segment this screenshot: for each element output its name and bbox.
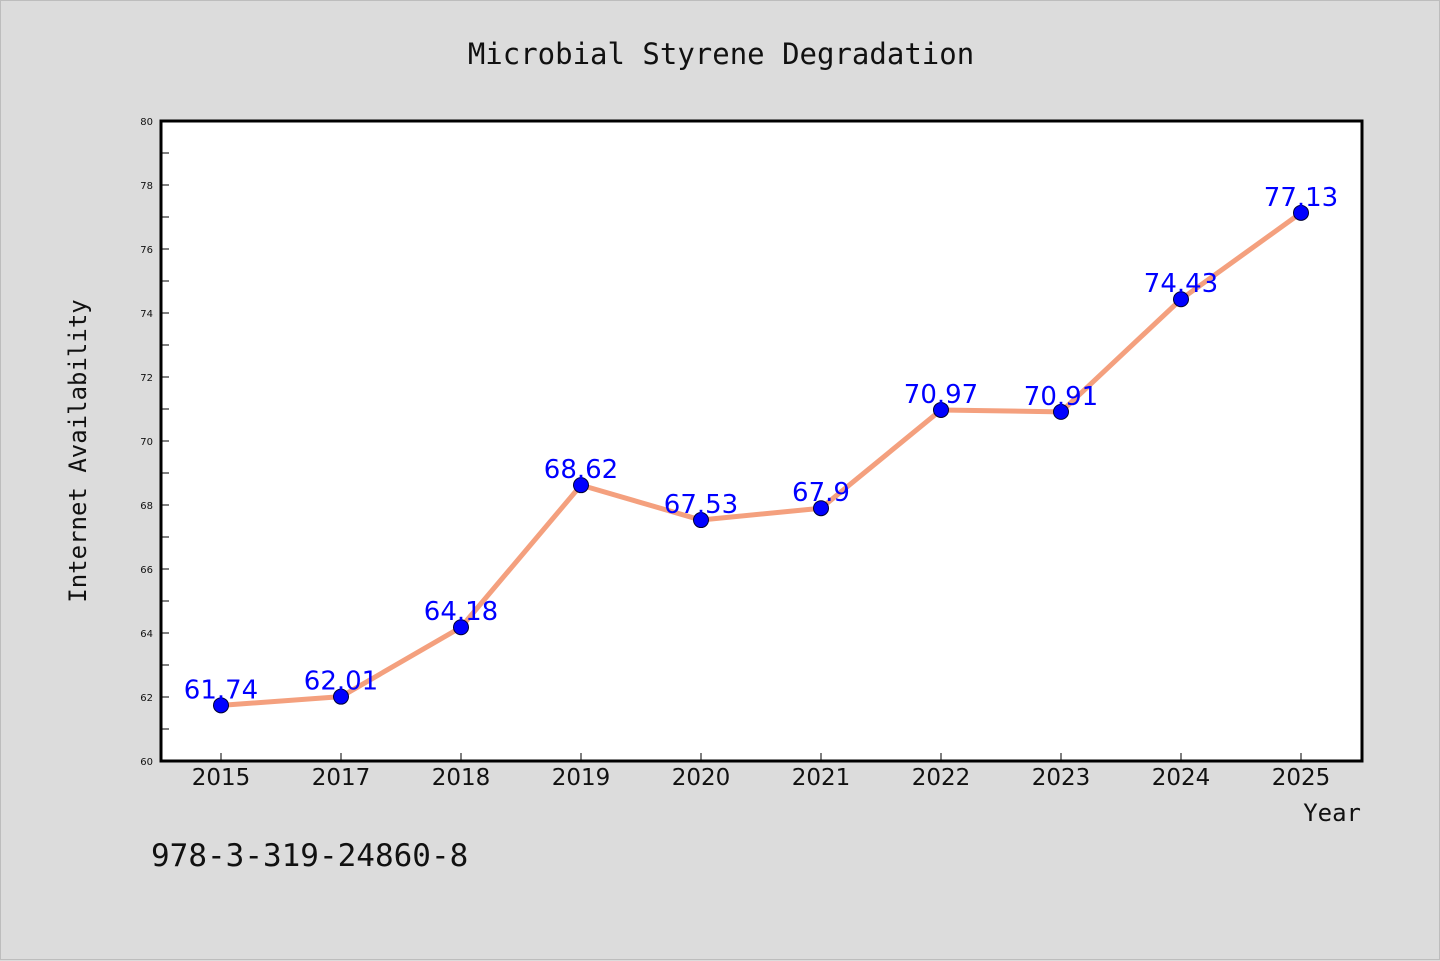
x-tick-label: 2025: [1272, 765, 1331, 791]
y-tick-label: 60: [140, 757, 153, 768]
y-axis-label: Internet Availability: [64, 299, 92, 602]
y-tick-label: 70: [140, 437, 153, 448]
chart-title: Microbial Styrene Degradation: [468, 37, 974, 71]
data-label: 70.97: [904, 380, 978, 410]
y-tick-label: 80: [140, 117, 153, 128]
y-tick-label: 76: [140, 245, 153, 256]
x-axis: 2015 2017 2018 2019 2020 2021 2022 2023 2024 2025: [192, 753, 1331, 791]
x-tick-label: 2017: [312, 765, 371, 791]
data-points: [213, 204, 1309, 714]
data-point: [453, 619, 469, 636]
x-tick-label: 2023: [1032, 765, 1091, 791]
data-label: 77.13: [1264, 183, 1338, 213]
y-tick-label: 66: [140, 565, 153, 576]
data-point: [333, 688, 349, 705]
y-tick-label: 72: [140, 373, 153, 384]
y-tick-label: 78: [140, 181, 153, 192]
x-tick-label: 2015: [192, 765, 251, 791]
data-label: 68.62: [544, 455, 618, 485]
data-label: 61.74: [184, 675, 258, 705]
data-point: [213, 697, 229, 714]
y-tick-label: 68: [140, 501, 153, 512]
data-point: [693, 512, 709, 529]
data-labels: 61.74 62.01 64.18 68.62 67.53 67.9 70.97 70.91 7…: [184, 183, 1338, 705]
x-tick-label: 2021: [792, 765, 851, 791]
data-point: [933, 401, 949, 418]
x-tick-label: 2022: [912, 765, 971, 791]
x-tick-label: 2019: [552, 765, 611, 791]
x-axis-label: Year: [1303, 799, 1361, 827]
x-tick-label: 2018: [432, 765, 491, 791]
y-tick-label: 64: [140, 629, 153, 640]
y-tick-label: 74: [140, 309, 153, 320]
y-tick-label: 62: [140, 693, 153, 704]
data-label: 67.9: [792, 478, 850, 508]
data-point: [1173, 291, 1189, 308]
data-point: [1053, 403, 1069, 420]
data-point: [813, 500, 829, 517]
footer-isbn: 978-3-319-24860-8: [151, 838, 468, 874]
data-label: 62.01: [304, 667, 378, 697]
series-polyline: [218, 210, 1304, 708]
x-tick-label: 2020: [672, 765, 731, 791]
data-label: 67.53: [664, 490, 738, 520]
data-point: [1293, 204, 1309, 221]
series-line: [218, 210, 1304, 708]
data-label: 74.43: [1144, 269, 1218, 299]
data-label: 70.91: [1024, 382, 1098, 412]
y-axis: 60 62 64 66 68 70 72 74 76 78 80: [140, 117, 169, 768]
plot-area: [159, 119, 1364, 763]
data-point: [573, 477, 589, 494]
data-label: 64.18: [424, 597, 498, 627]
x-tick-label: 2024: [1152, 765, 1211, 791]
